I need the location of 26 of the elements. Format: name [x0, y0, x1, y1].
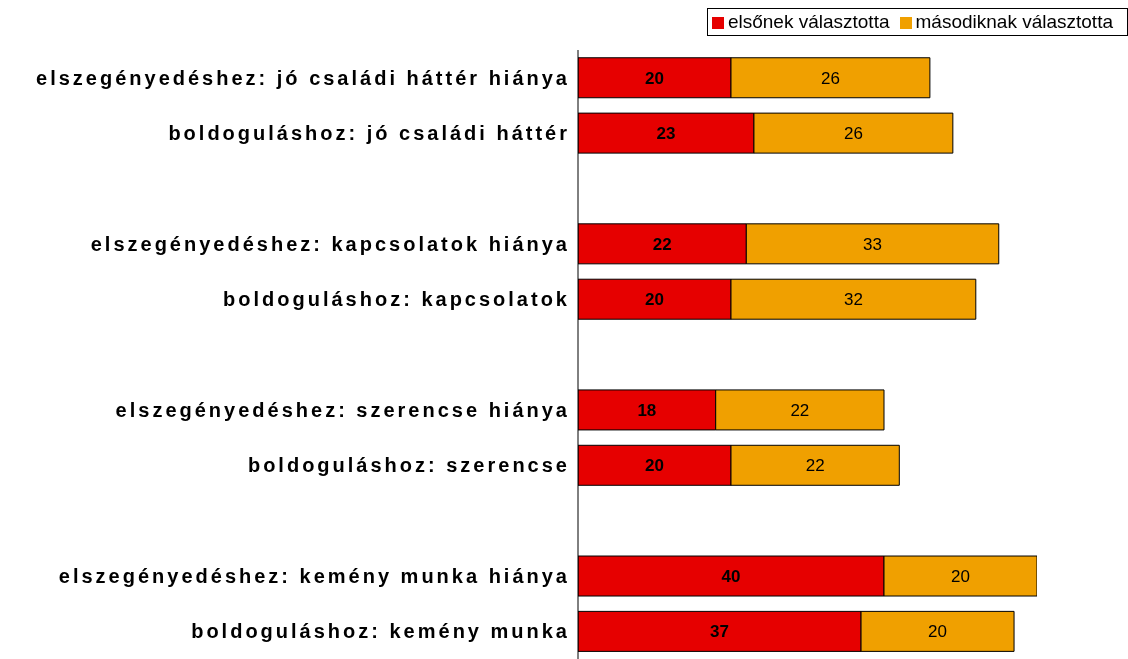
data-label: 20: [645, 68, 664, 88]
data-label: 22: [805, 456, 825, 476]
data-label: 26: [843, 124, 863, 144]
data-label: 20: [645, 456, 664, 476]
data-label: 20: [928, 622, 948, 642]
y-tick-label: boldoguláshoz: jó családi háttér: [168, 122, 570, 145]
y-tick-label: boldoguláshoz: kemény munka: [191, 620, 570, 643]
legend-label: elsőnek választotta: [727, 11, 890, 32]
y-tick-label: boldoguláshoz: szerencse: [247, 454, 570, 477]
legend-label: másodiknak választotta: [915, 11, 1113, 32]
y-tick-label: boldoguláshoz: kapcsolatok: [223, 288, 570, 311]
data-label: 37: [710, 622, 729, 642]
y-tick-label: elszegényedéshez: szerencse hiánya: [115, 398, 570, 421]
data-label: 20: [951, 567, 970, 587]
y-tick-label: elszegényedéshez: kapcsolatok hiánya: [90, 232, 570, 255]
data-label: 23: [656, 124, 676, 144]
y-tick-label: elszegényedéshez: kemény munka hiánya: [58, 565, 570, 588]
data-label: 26: [820, 68, 840, 88]
data-label: 32: [843, 290, 863, 310]
data-label: 22: [652, 234, 672, 254]
y-tick-label: elszegényedéshez: jó családi háttér hiánya: [36, 66, 570, 89]
data-label: 18: [637, 400, 657, 420]
data-label: 40: [721, 567, 741, 587]
data-label: 22: [790, 400, 810, 420]
data-label: 33: [863, 234, 882, 254]
data-label: 20: [645, 290, 664, 310]
